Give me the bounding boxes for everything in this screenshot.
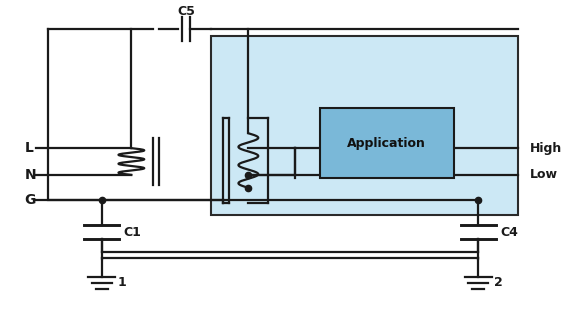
Bar <box>211 36 518 215</box>
Text: 2: 2 <box>494 276 503 289</box>
Text: Application: Application <box>347 137 426 150</box>
Text: C1: C1 <box>124 226 142 239</box>
Text: C4: C4 <box>500 226 518 239</box>
Text: G: G <box>24 193 35 207</box>
Text: Low: Low <box>530 168 558 181</box>
Bar <box>320 109 454 178</box>
Text: High: High <box>530 142 562 155</box>
Text: 1: 1 <box>118 276 126 289</box>
Text: L: L <box>24 141 33 155</box>
Text: C5: C5 <box>177 5 195 18</box>
Text: N: N <box>24 168 36 182</box>
